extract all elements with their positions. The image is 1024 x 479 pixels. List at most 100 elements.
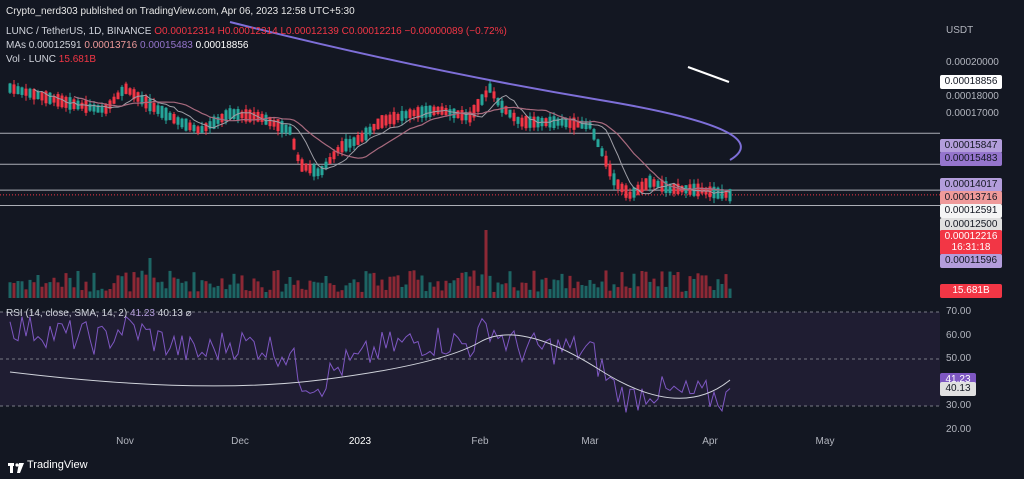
rsi-line [9,315,731,413]
volume-bar [368,273,372,298]
symbol-legend: LUNC / TetherUS, 1D, BINANCE O0.00012314… [6,26,507,37]
candle-body [400,110,404,121]
volume-bar [104,290,108,298]
volume-bar [632,273,636,298]
candle-body [232,109,236,119]
volume-bar [404,284,408,298]
candle-body [408,109,412,118]
volume-bar [300,288,304,298]
candle-body [84,100,88,113]
ohlc-high: H0.00012314 [217,26,278,37]
candle-body [488,83,492,93]
volume-bar [252,278,256,298]
symbol-name[interactable]: LUNC / TetherUS, 1D, BINANCE [6,26,152,37]
volume-bar [204,281,208,298]
volume-bar [40,286,44,298]
price-badge[interactable]: 15.681B [940,284,1002,298]
volume-bar [304,289,308,298]
trend-line-drawing[interactable] [687,66,730,83]
candle-body [264,114,268,125]
candle-body [720,189,724,199]
candle-body [212,116,216,129]
volume-bar [664,286,668,298]
footer-brand: TradingView [27,459,88,471]
rsi-sma-value: 40.13 [157,308,183,319]
mas-legend[interactable]: MAs 0.00012591 0.00013716 0.00015483 0.0… [6,40,249,51]
price-badge[interactable]: 16:31:18 [940,241,1002,255]
volume-bar [540,279,544,298]
volume-bar [268,289,272,298]
volume-bar [148,258,152,298]
candle-body [672,183,676,194]
volume-bar [420,275,424,298]
volume-bar [608,290,612,298]
candle-body [352,137,356,146]
volume-bar [100,288,104,298]
candle-body [96,105,100,113]
candle-body [528,116,532,128]
candle-body [100,106,104,113]
volume-bar [340,290,344,298]
volume-bar [428,282,432,298]
candle-body [716,187,720,199]
volume-bar [436,281,440,298]
rsi-badge[interactable]: 40.13 [940,382,976,397]
candle-body [536,116,540,128]
candle-body [624,185,628,198]
candle-body [224,110,228,122]
price-badge[interactable]: 0.00011596 [940,254,1002,268]
price-badge[interactable]: 0.00013716 [940,191,1002,205]
candle-body [552,116,556,128]
price-badge[interactable]: 0.00012500 [940,218,1002,232]
volume-bar [520,282,524,298]
candle-body [500,100,504,113]
candle-body [608,164,612,177]
tradingview-logo[interactable]: TradingView [8,459,88,473]
price-badge[interactable]: 0.00018856 [940,75,1002,89]
candle-body [44,91,48,104]
volume-bar [640,271,644,298]
volume-bar [60,286,64,298]
volume-bar [456,277,460,298]
volume-bar [688,276,692,298]
volume-bar [228,284,232,298]
price-badge[interactable]: 0.00015483 [940,152,1002,166]
candle-body [492,91,496,99]
candle-body [48,92,52,104]
volume-bar [84,281,88,298]
candle-body [616,179,620,190]
candle-body [396,113,400,121]
price-badge[interactable]: 0.00015847 [940,139,1002,153]
volume-bar [168,270,172,298]
volume-bar [152,277,156,298]
volume-bar [612,284,616,298]
volume-bar [708,286,712,298]
volume-bar [388,276,392,298]
candle-body [204,123,208,132]
tradingview-logo-icon [8,460,24,473]
volume-bar [696,273,700,298]
volume-bar [488,275,492,298]
price-badge[interactable]: 0.00014017 [940,178,1002,192]
time-axis-tick: Feb [471,436,489,447]
volume-bar [348,282,352,298]
price-badge[interactable]: 0.00012216 [940,230,1002,244]
candle-body [364,127,368,141]
volume-bar [128,291,132,298]
candle-body [324,161,328,170]
volume-legend[interactable]: Vol · LUNC 15.681B [6,54,96,65]
rsi-axis-tick: 60.00 [946,329,972,341]
price-badge[interactable]: 0.00012591 [940,204,1002,218]
candle-body [412,110,416,117]
candle-body [640,181,644,193]
volume-bar [336,291,340,298]
candle-body [496,98,500,106]
candle-body [208,121,212,129]
rsi-axis-tick: 30.00 [946,400,972,411]
volume-bar [324,275,328,298]
rsi-legend[interactable]: RSI (14, close, SMA, 14, 2) 41.23 40.13 … [6,308,192,319]
volume-bar [44,283,48,298]
publisher-line: Crypto_nerd303 published on TradingView.… [6,6,355,17]
volume-bar [200,280,204,298]
